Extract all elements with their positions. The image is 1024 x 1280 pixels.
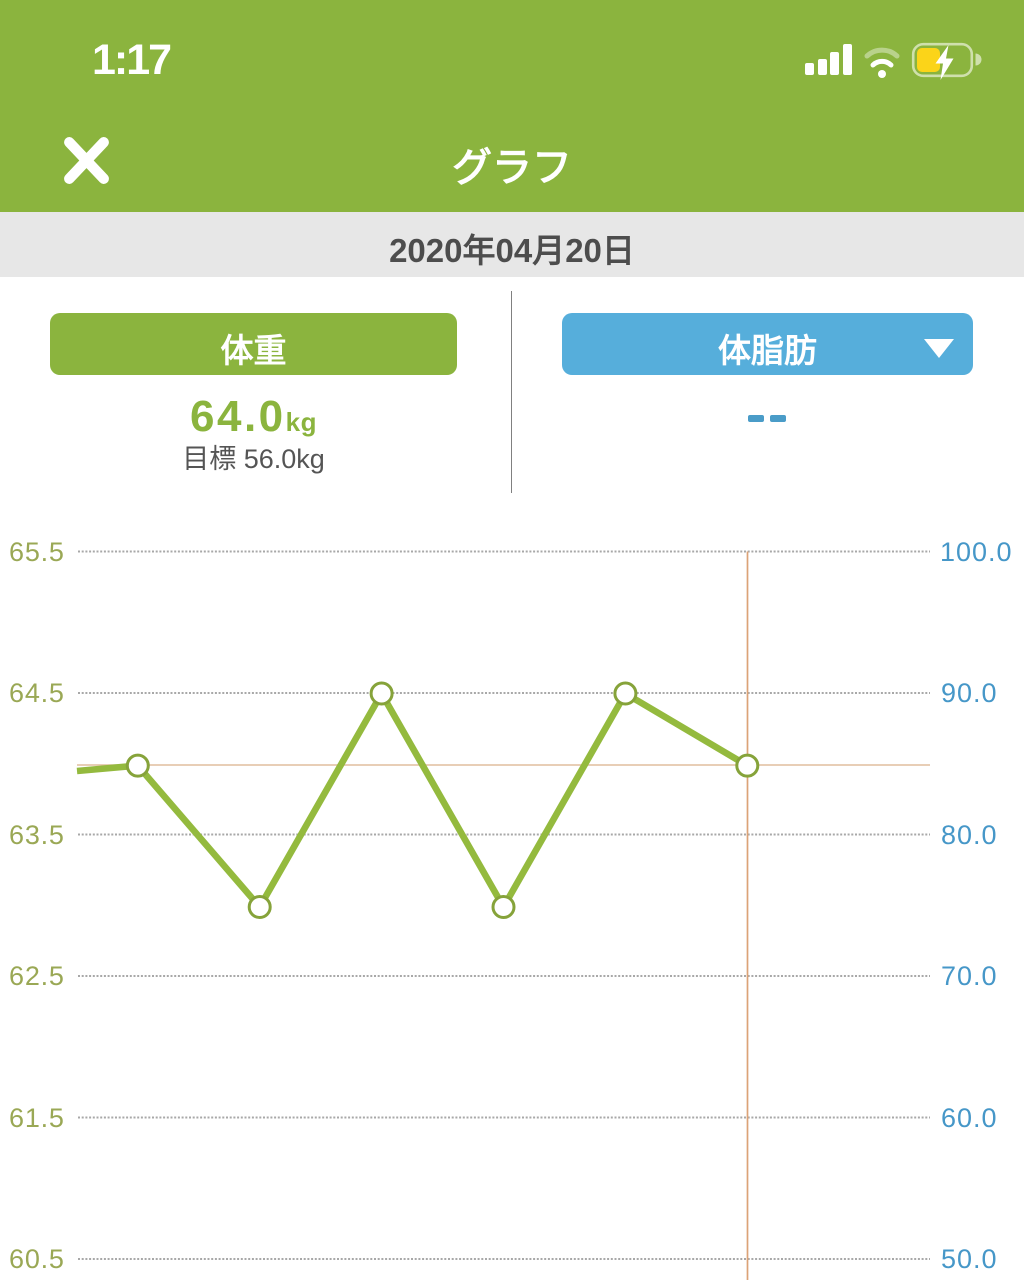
svg-text:50.0: 50.0 (941, 1244, 998, 1274)
svg-text:60.5: 60.5 (9, 1244, 65, 1274)
svg-text:65.5: 65.5 (9, 537, 65, 567)
svg-text:62.5: 62.5 (9, 961, 65, 991)
svg-text:90.0: 90.0 (941, 678, 998, 708)
svg-text:63.5: 63.5 (9, 820, 65, 850)
svg-text:60.0: 60.0 (941, 1103, 998, 1133)
svg-text:70.0: 70.0 (941, 961, 998, 991)
svg-text:64.5: 64.5 (9, 678, 65, 708)
svg-text:100.0: 100.0 (940, 537, 1013, 567)
svg-text:80.0: 80.0 (941, 820, 998, 850)
svg-text:61.5: 61.5 (9, 1103, 65, 1133)
